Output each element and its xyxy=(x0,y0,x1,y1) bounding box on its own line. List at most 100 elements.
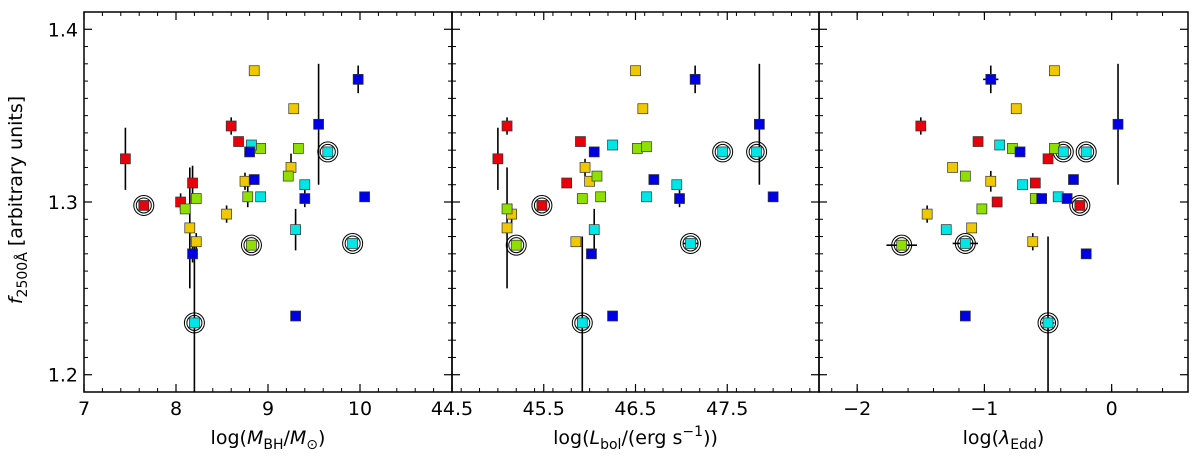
data-point xyxy=(579,162,591,173)
data-point xyxy=(717,146,729,158)
highlight-ring xyxy=(891,234,913,256)
data-point xyxy=(299,193,311,204)
data-point xyxy=(1061,193,1073,204)
data-point xyxy=(637,103,649,115)
highlight-ring-inner xyxy=(319,143,336,160)
data-point xyxy=(671,179,683,191)
highlight-ring xyxy=(712,141,734,163)
highlight-ring xyxy=(680,232,702,254)
x-axis-label-part: log( xyxy=(211,427,247,449)
data-point xyxy=(359,191,370,203)
x-axis-label-part: −1 xyxy=(682,424,703,440)
x-tick-label: 46.5 xyxy=(614,398,656,420)
data-point xyxy=(225,120,237,132)
y-axis-label-rest: [arbitrary units] xyxy=(5,96,27,252)
x-axis-label-part: BH xyxy=(263,437,283,453)
data-point xyxy=(1074,200,1086,211)
data-point xyxy=(255,191,266,203)
data-point xyxy=(1080,248,1092,260)
data-point xyxy=(985,175,997,187)
highlight-ring xyxy=(240,234,262,256)
data-point xyxy=(1049,65,1060,77)
highlight-ring-inner xyxy=(135,197,152,214)
highlight-ring xyxy=(133,194,155,216)
data-point xyxy=(288,103,300,115)
x-tick-label: 8 xyxy=(170,398,182,420)
data-point xyxy=(561,177,573,189)
highlight-ring xyxy=(954,232,976,254)
highlight-ring-inner xyxy=(574,314,591,331)
data-point xyxy=(576,317,588,329)
highlight-ring-inner xyxy=(1040,314,1057,331)
data-point xyxy=(991,196,1003,208)
data-point xyxy=(1052,191,1064,203)
data-point xyxy=(492,153,504,165)
x-axis-label-part: )) xyxy=(703,427,718,449)
x-axis-label-part: Edd xyxy=(1010,437,1037,453)
data-point xyxy=(244,146,255,158)
x-tick-label: −1 xyxy=(970,398,998,420)
x-axis-label-part: ⊙ xyxy=(306,437,318,453)
x-axis-label-part: ) xyxy=(318,427,325,449)
highlight-ring-inner xyxy=(957,235,974,252)
data-point xyxy=(184,222,196,234)
x-axis-label-part: ) xyxy=(1037,427,1044,449)
data-point xyxy=(187,177,198,189)
data-point xyxy=(1068,174,1079,185)
data-point xyxy=(510,239,522,251)
highlight-ring xyxy=(531,194,553,216)
data-point xyxy=(1049,143,1060,154)
data-point xyxy=(190,193,202,204)
data-point xyxy=(1080,146,1092,158)
x-axis-label: log(λEdd) xyxy=(963,427,1045,453)
panel-frame xyxy=(818,11,1189,393)
data-point xyxy=(674,193,685,204)
data-point xyxy=(290,310,301,322)
data-point xyxy=(947,162,958,173)
data-point xyxy=(940,224,952,235)
data-point xyxy=(641,191,652,203)
data-point xyxy=(575,136,586,147)
data-point xyxy=(607,310,618,322)
x-tick-label: −2 xyxy=(843,398,871,420)
highlight-ring-inner xyxy=(1078,143,1095,160)
data-point xyxy=(1014,146,1026,158)
data-point xyxy=(570,236,582,248)
highlight-ring-inner xyxy=(243,237,260,254)
x-axis-label-part: bol xyxy=(600,437,621,453)
data-point xyxy=(648,174,660,185)
highlight-ring xyxy=(746,141,768,163)
data-point xyxy=(754,118,765,130)
data-point xyxy=(921,208,933,220)
data-point xyxy=(1036,193,1048,204)
data-point xyxy=(233,136,244,147)
data-point xyxy=(576,193,588,204)
data-point xyxy=(501,222,513,234)
highlight-ring xyxy=(183,312,205,334)
x-tick-label: 9 xyxy=(262,398,274,420)
highlight-ring xyxy=(571,312,593,334)
data-point xyxy=(248,174,260,185)
data-point xyxy=(586,248,597,260)
x-axis-label: log(MBH/M⊙) xyxy=(211,427,326,453)
data-point xyxy=(299,179,311,191)
y-tick-label: 1.4 xyxy=(48,19,78,41)
data-point xyxy=(1112,118,1124,130)
data-point xyxy=(322,146,334,158)
data-point xyxy=(631,143,643,154)
highlight-ring-inner xyxy=(714,143,731,160)
highlight-ring-inner xyxy=(1071,197,1088,214)
highlight-ring-inner xyxy=(344,235,361,252)
data-point xyxy=(246,239,257,251)
data-point xyxy=(1010,103,1022,115)
data-point xyxy=(239,175,251,187)
y-axis-label-sub: 2500Å xyxy=(14,252,31,298)
y-axis-label: f2500Å [arbitrary units] xyxy=(5,96,31,304)
x-axis-label-part: λ xyxy=(998,427,1010,449)
data-point xyxy=(985,74,997,85)
data-point xyxy=(751,146,762,158)
data-point xyxy=(630,65,641,77)
highlight-ring-inner xyxy=(533,197,550,214)
